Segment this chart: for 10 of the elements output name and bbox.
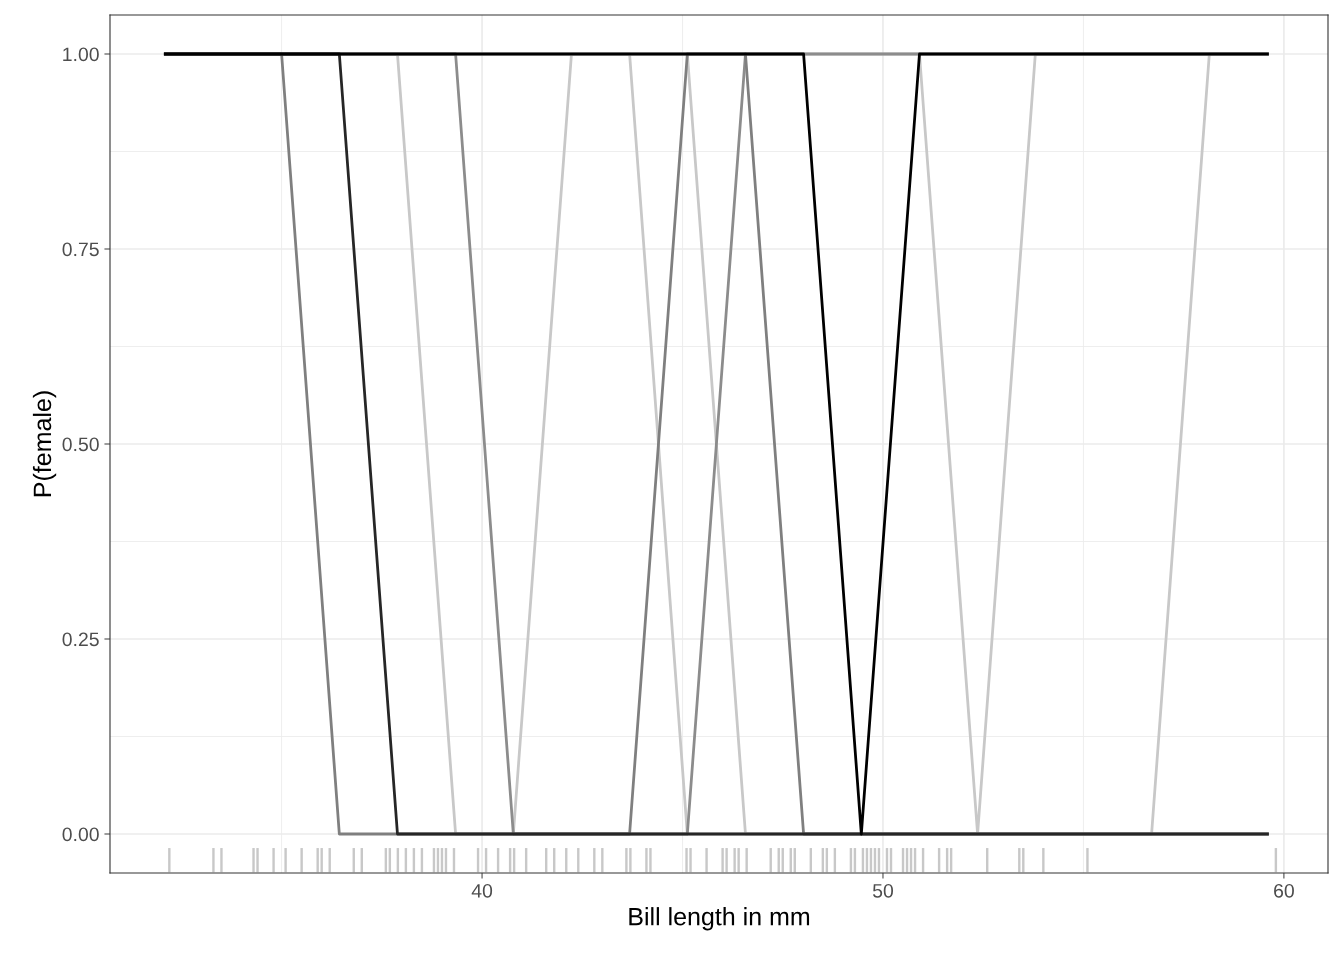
y-tick-label: 0.00 xyxy=(62,827,99,842)
y-tick-label: 0.25 xyxy=(62,632,99,647)
x-tick-label: 50 xyxy=(872,883,894,898)
y-tick-label: 1.00 xyxy=(63,47,99,62)
y-tick-label: 0.50 xyxy=(62,437,99,452)
y-axis-title: P(female) xyxy=(32,391,57,497)
x-tick-label: 40 xyxy=(471,883,493,898)
x-axis-title: Bill length in mm xyxy=(629,907,810,931)
x-tick-label: 60 xyxy=(1274,883,1294,898)
y-tick-label: 0.75 xyxy=(62,242,99,257)
